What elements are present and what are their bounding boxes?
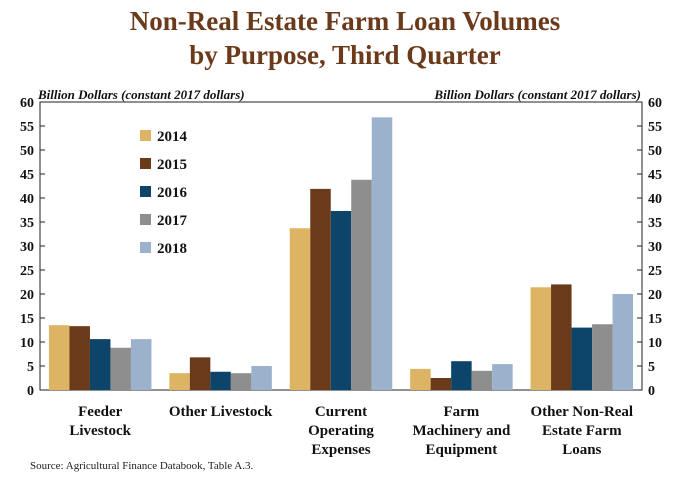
y-tick-label-left: 5: [27, 360, 34, 375]
x-category-label: Other Livestock: [169, 404, 273, 420]
x-category-label: Current: [315, 404, 367, 420]
bar-2014: [410, 368, 431, 390]
y-tick-label-right: 10: [648, 336, 662, 351]
y-tick-label-right: 40: [648, 192, 662, 207]
bar-2018: [130, 339, 152, 390]
bar-2014: [48, 325, 70, 390]
bar-2017: [351, 179, 372, 390]
legend-label-2016: 2016: [157, 185, 188, 201]
x-category-label: Other Non-Real: [530, 404, 633, 420]
y-tick-label-left: 50: [20, 144, 34, 159]
y-tick-label-left: 20: [20, 288, 34, 303]
bar-2017: [110, 347, 131, 390]
y-tick-label-left: 35: [20, 216, 34, 231]
y-tick-label-left: 45: [20, 168, 34, 183]
bar-2017: [592, 324, 613, 390]
y-tick-label-right: 30: [648, 240, 662, 255]
bar-2018: [612, 294, 634, 390]
bar-2016: [330, 210, 352, 390]
bar-2015: [189, 357, 211, 390]
x-category-label: Livestock: [69, 423, 131, 439]
x-category-label: Operating: [308, 423, 374, 439]
y-tick-label-left: 30: [20, 240, 34, 255]
y-tick-label-right: 50: [648, 144, 662, 159]
y-tick-label-right: 0: [648, 384, 655, 399]
y-axis-label-left: Billion Dollars (constant 2017 dollars): [37, 87, 245, 102]
y-tick-label-left: 0: [27, 384, 34, 399]
bar-2017: [230, 373, 252, 390]
bar-2015: [430, 378, 452, 390]
bar-2014: [169, 373, 190, 390]
legend-label-2018: 2018: [157, 241, 187, 257]
x-category-label: Equipment: [426, 442, 498, 458]
x-category-label: Farm: [443, 404, 479, 420]
x-category-label: Expenses: [311, 442, 370, 458]
y-tick-label-left: 25: [20, 264, 34, 279]
source-note: Source: Agricultural Finance Databook, T…: [30, 460, 254, 472]
y-tick-label-left: 55: [20, 120, 34, 135]
bar-2015: [69, 326, 90, 390]
bar-2018: [492, 364, 513, 390]
bar-2014: [289, 228, 311, 390]
y-tick-label-right: 55: [648, 120, 662, 135]
x-category-label: Machinery and: [412, 423, 511, 439]
y-tick-label-right: 45: [648, 168, 662, 183]
y-tick-label-right: 5: [648, 360, 655, 375]
legend-swatch-2017: [140, 214, 151, 225]
chart-title-line-1: Non-Real Estate Farm Loan Volumes: [129, 6, 561, 36]
chart-title: Non-Real Estate Farm Loan Volumes by Pur…: [0, 4, 690, 72]
bar-2014: [530, 287, 552, 390]
legend-swatch-2018: [140, 242, 151, 253]
y-tick-label-right: 20: [648, 288, 662, 303]
y-tick-label-left: 40: [20, 192, 34, 207]
bar-2015: [310, 188, 331, 390]
y-tick-label-right: 35: [648, 216, 662, 231]
bar-2016: [571, 327, 593, 390]
bar-2018: [371, 117, 393, 391]
y-tick-label-right: 60: [648, 96, 662, 111]
y-tick-label-right: 15: [648, 312, 662, 327]
bar-2015: [551, 284, 572, 390]
y-tick-label-left: 60: [20, 96, 34, 111]
legend-label-2014: 2014: [157, 129, 188, 145]
bar-2017: [471, 370, 493, 390]
legend-label-2017: 2017: [157, 213, 188, 229]
y-tick-label-left: 15: [20, 312, 34, 327]
chart-title-line-2: by Purpose, Third Quarter: [189, 40, 501, 70]
legend-swatch-2015: [140, 158, 151, 169]
legend-label-2015: 2015: [157, 157, 187, 173]
bar-2016: [451, 361, 472, 390]
x-category-label: Feeder: [78, 404, 122, 420]
y-axis-label-right: Billion Dollars (constant 2017 dollars): [433, 87, 641, 102]
y-tick-label-left: 10: [20, 336, 34, 351]
legend-swatch-2016: [140, 186, 151, 197]
bar-2016: [210, 371, 231, 390]
x-category-label: Estate Farm: [542, 423, 622, 439]
bar-2018: [251, 366, 272, 390]
y-tick-label-right: 25: [648, 264, 662, 279]
legend-swatch-2014: [140, 130, 151, 141]
x-category-label: Loans: [562, 442, 601, 458]
bar-2016: [89, 339, 111, 390]
